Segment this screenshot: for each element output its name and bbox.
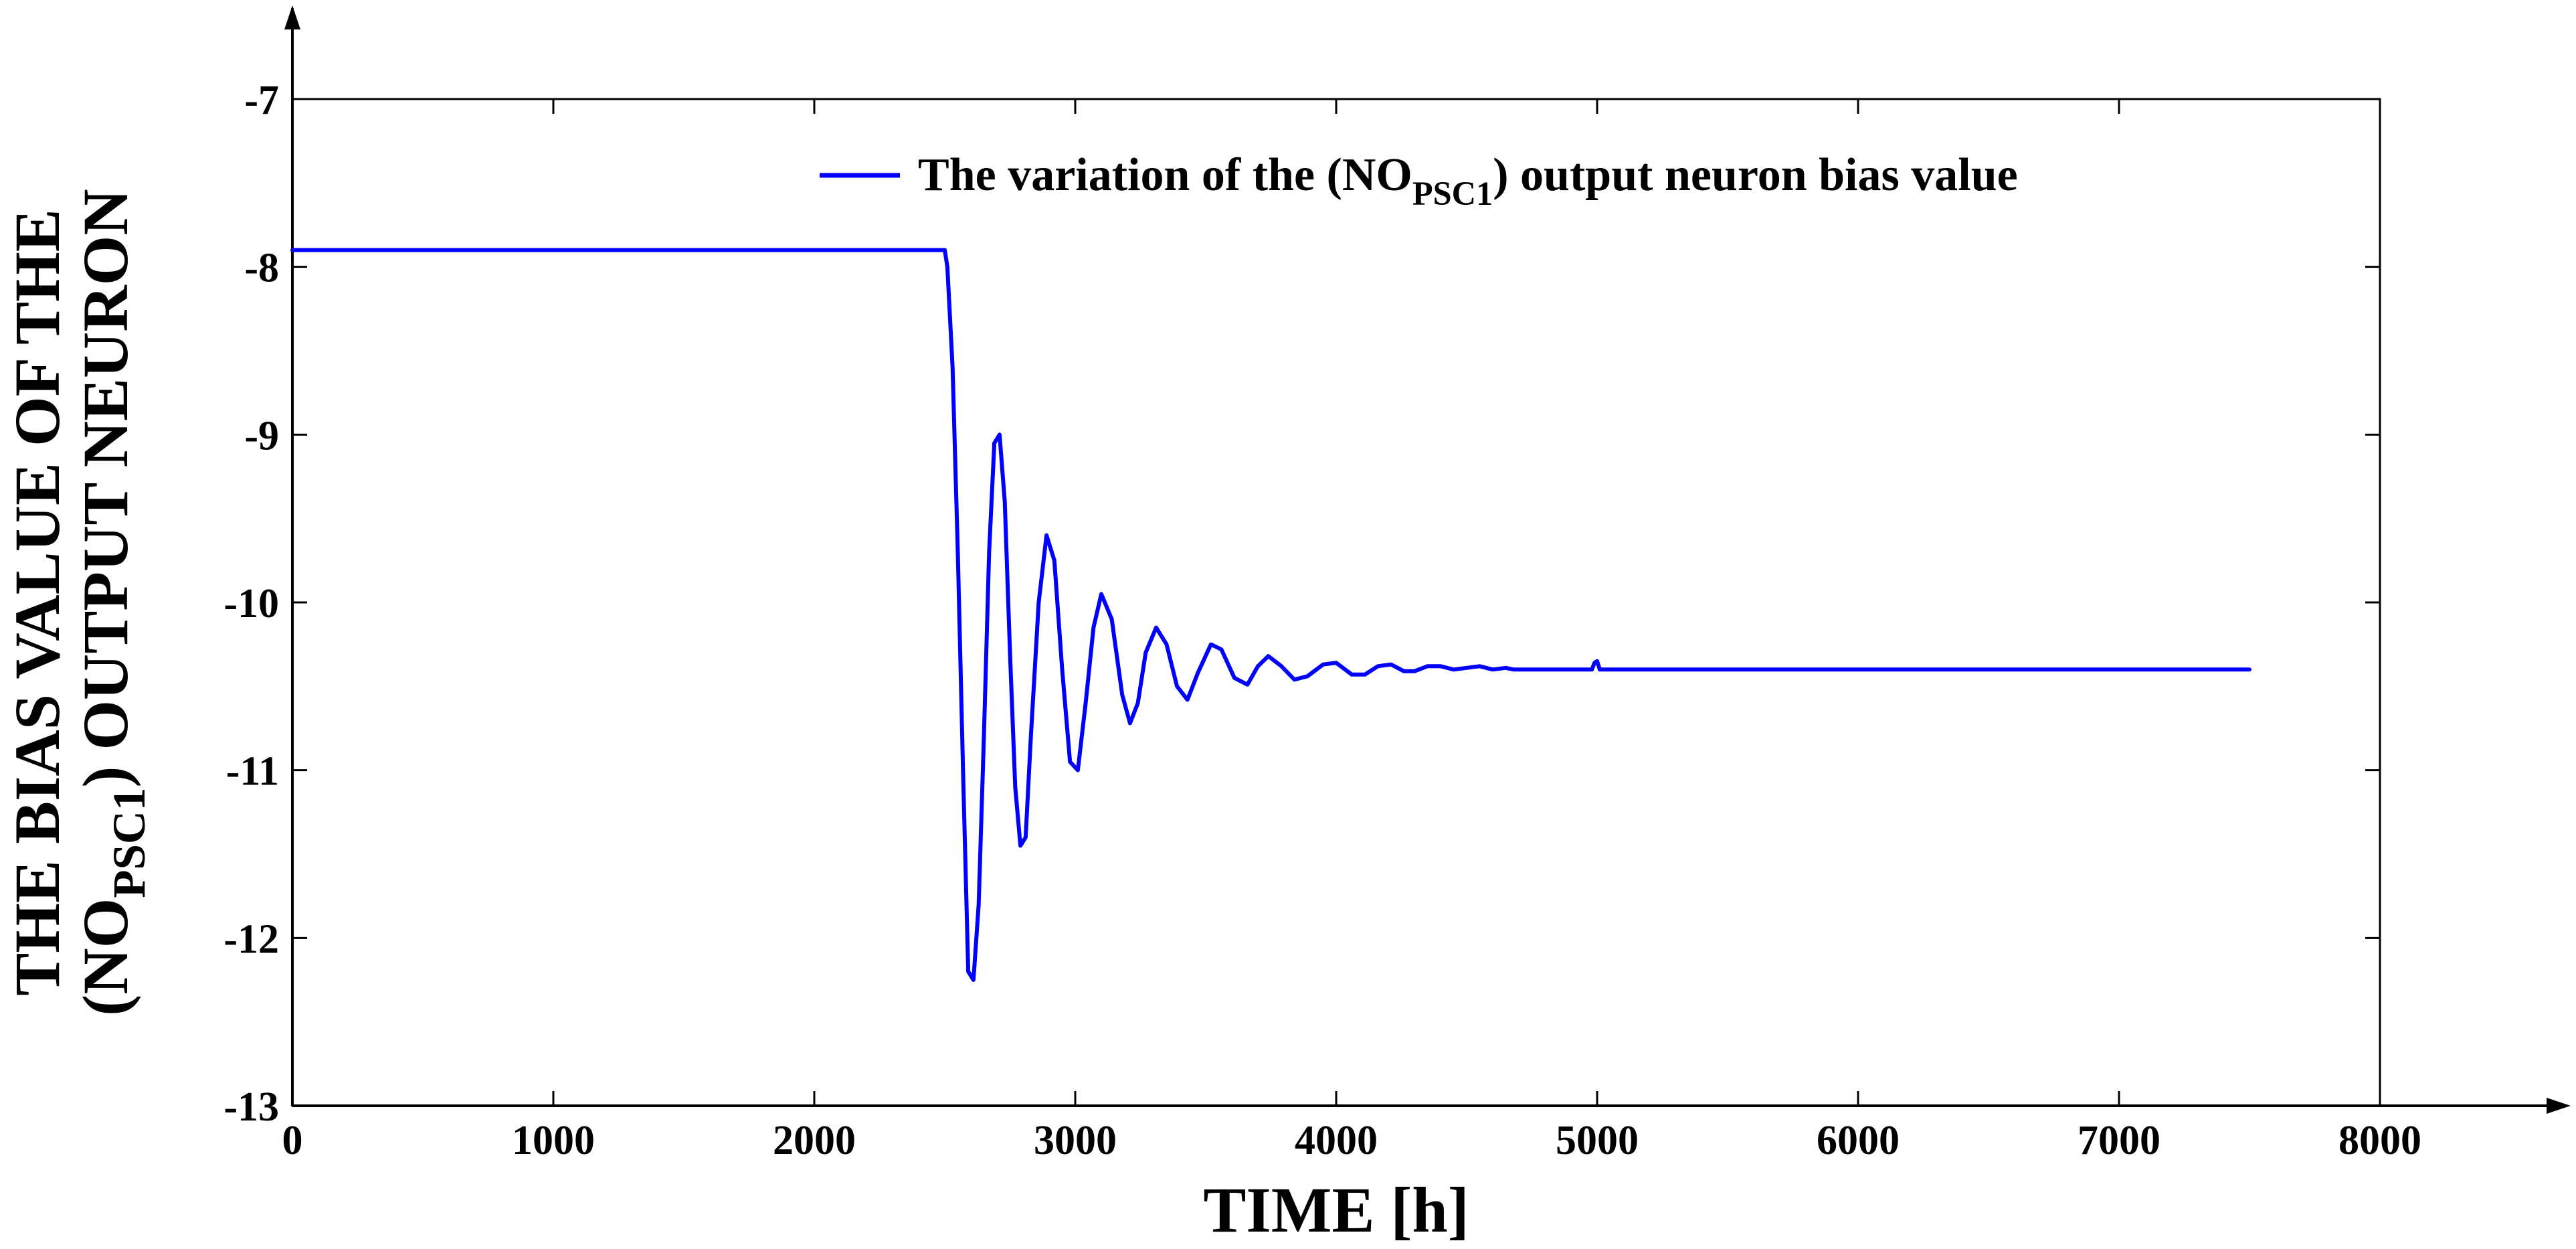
y-tick-label: -7: [244, 78, 279, 123]
y-tick-label: -10: [223, 581, 279, 627]
y-axis-arrowhead: [284, 5, 300, 29]
x-tick-label: 1000: [512, 1118, 595, 1163]
y-axis-title-line2-sub: PSC1: [103, 788, 155, 898]
x-tick-label: 6000: [1817, 1118, 1900, 1163]
y-tick-label: -13: [223, 1084, 279, 1130]
y-tick-label: -9: [244, 413, 279, 459]
legend-label: The variation of the (NOPSC1) output neu…: [918, 149, 2018, 212]
ticks: [291, 98, 2381, 1107]
y-tick-label: -11: [226, 749, 279, 795]
x-tick-label: 7000: [2078, 1118, 2160, 1163]
legend-label-post: ) output neuron bias value: [1493, 149, 2017, 201]
x-tick-label: 2000: [773, 1118, 856, 1163]
y-axis-title: THE BIAS VALUE OF THE (NOPSC1) OUTPUT NE…: [1, 189, 155, 1015]
series-layer: [290, 248, 2251, 982]
x-axis-title: TIME [h]: [1203, 1174, 1469, 1246]
legend-label-pre: The variation of the (NO: [918, 149, 1412, 201]
y-tick-label: -12: [223, 916, 279, 962]
y-axis-title-line1: THE BIAS VALUE OF THE: [1, 209, 73, 996]
tick-labels: 0 1000 2000 3000 4000 5000 6000 7000 8000 -7 -8 -9 -…: [223, 78, 2421, 1163]
series-line-0: [290, 248, 2251, 982]
x-tick-label: 8000: [2338, 1118, 2421, 1163]
x-tick-label: 5000: [1556, 1118, 1639, 1163]
y-axis-title-line2-pre: (NO: [70, 898, 141, 1016]
y-axis-title-line2: (NOPSC1) OUTPUT NEURON: [70, 189, 155, 1015]
x-tick-label: 4000: [1295, 1118, 1378, 1163]
x-axis-arrowhead: [2547, 1098, 2571, 1114]
y-axis-title-line2-post: ) OUTPUT NEURON: [70, 189, 141, 787]
legend: The variation of the (NOPSC1) output neu…: [820, 149, 2018, 212]
y-tick-label: -8: [244, 246, 279, 291]
x-tick-label: 3000: [1034, 1118, 1117, 1163]
legend-label-sub: PSC1: [1412, 175, 1493, 212]
x-tick-label: 0: [282, 1118, 303, 1163]
